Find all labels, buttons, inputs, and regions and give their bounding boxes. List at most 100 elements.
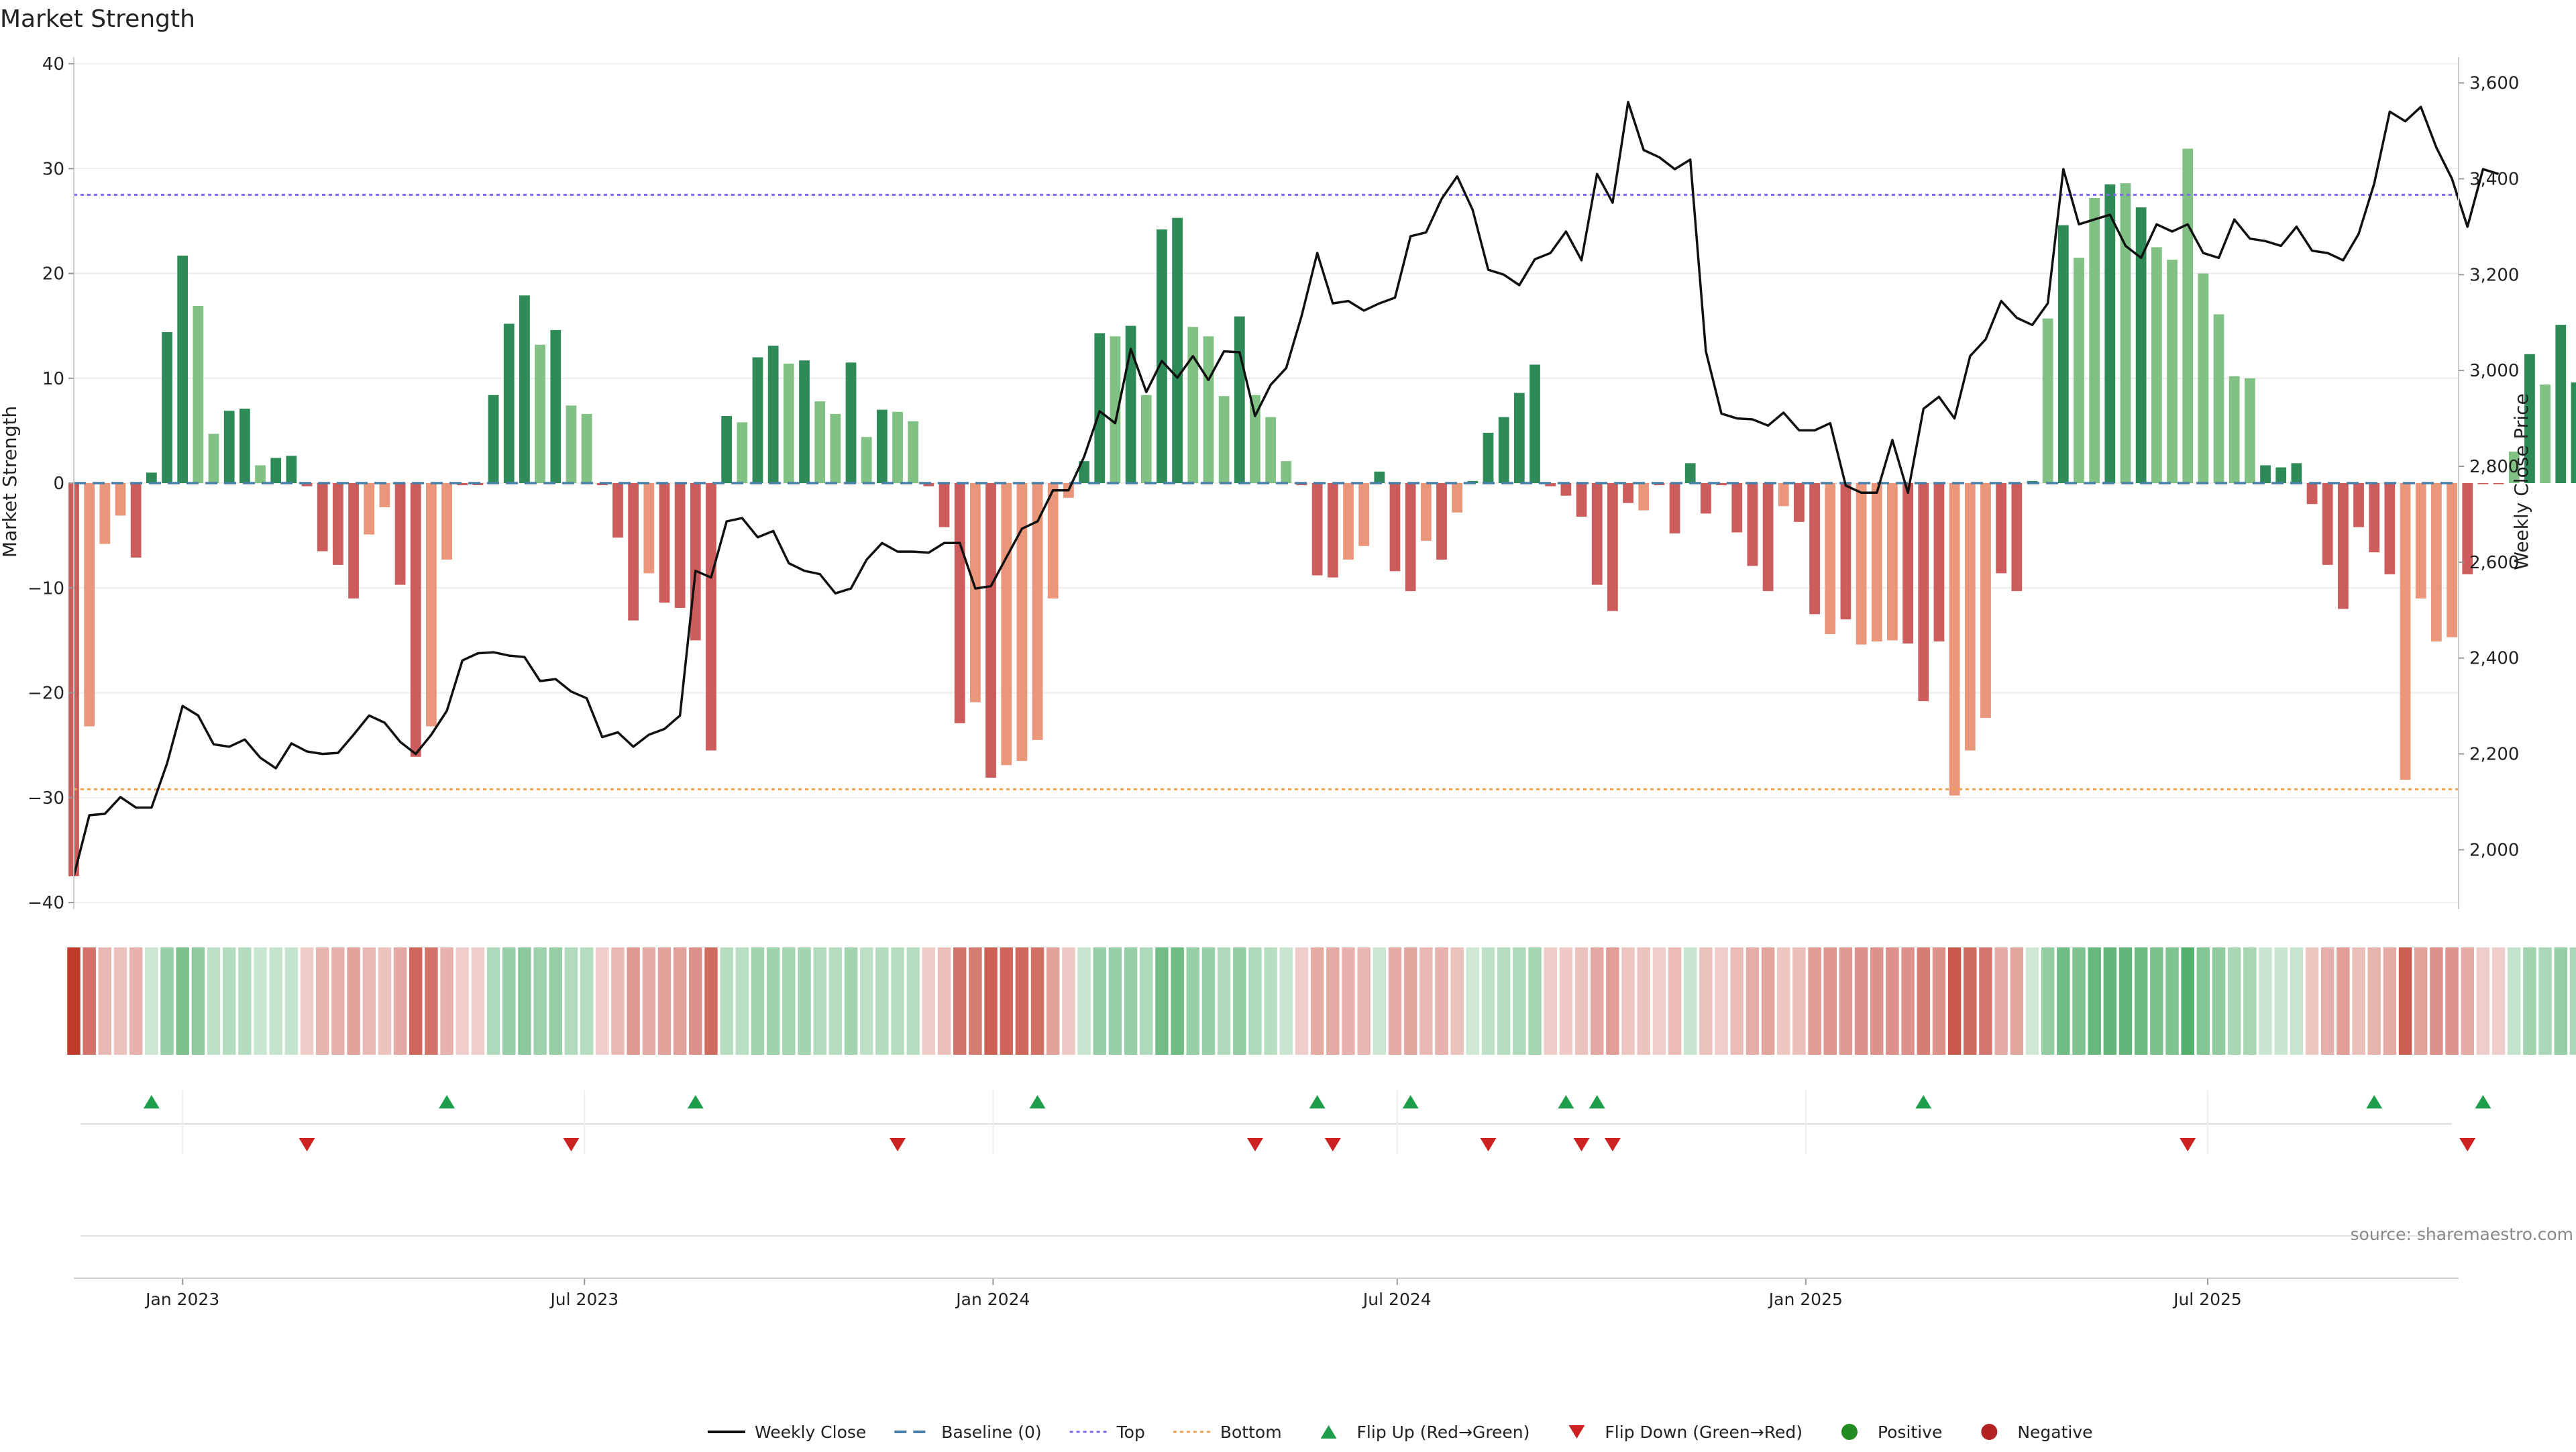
x-tick-label: Jan 2025 [1768, 1290, 1843, 1309]
strength-bar [1591, 483, 1603, 585]
heat-cell [1901, 947, 1915, 1055]
heat-cell [2103, 947, 2117, 1055]
legend-swatch [1841, 1424, 1858, 1440]
strength-bar [177, 255, 189, 483]
heat-cell [331, 947, 345, 1055]
heat-cell [1964, 947, 1977, 1055]
heat-cell [891, 947, 904, 1055]
heat-cell [2430, 947, 2443, 1055]
strength-bar [1623, 483, 1633, 503]
y2-tick-label: 3,200 [2469, 265, 2519, 285]
heat-cell [2150, 947, 2163, 1055]
strength-bar [2042, 318, 2053, 483]
heat-cell [440, 947, 453, 1055]
heat-cell [2383, 947, 2397, 1055]
heat-cell [2461, 947, 2474, 1055]
strength-bar [1343, 483, 1354, 560]
strength-bar [1016, 483, 1028, 762]
heat-cell [284, 947, 299, 1055]
heat-cell [1279, 947, 1293, 1055]
heat-cell [191, 947, 205, 1055]
y-tick-label: 10 [42, 369, 64, 389]
heat-cell [1559, 947, 1573, 1055]
strength-bars [68, 148, 2576, 876]
heat-cell [798, 947, 811, 1055]
heat-cell [2398, 947, 2412, 1055]
heat-cell [1947, 947, 1962, 1055]
flip-down-marker [1480, 1138, 1497, 1151]
strength-bar [1513, 393, 1525, 483]
strength-bar [1902, 483, 1913, 644]
strength-bar [628, 483, 639, 621]
strength-bar [1140, 395, 1152, 483]
heat-cell [1839, 947, 1853, 1055]
heat-cell [2508, 947, 2521, 1055]
strength-bar [2057, 225, 2069, 483]
heat-cell [502, 947, 516, 1055]
strength-bar [239, 409, 250, 483]
x-tick-label: Jan 2023 [144, 1290, 219, 1309]
strength-bar [115, 483, 126, 516]
x-tick-label: Jul 2025 [2172, 1290, 2242, 1309]
heat-cell [471, 947, 485, 1055]
flip-down-marker [1324, 1138, 1341, 1151]
strength-bar [2540, 384, 2551, 483]
strength-bar [1825, 483, 1836, 634]
heat-cell [533, 947, 547, 1055]
y2-tick-label: 2,200 [2469, 745, 2519, 765]
strength-bar [1452, 483, 1463, 513]
strength-bar [130, 483, 142, 558]
strength-bar [783, 363, 794, 483]
heat-cell [2057, 947, 2070, 1055]
heat-cell [580, 947, 594, 1055]
heat-cell [1854, 947, 1868, 1055]
heat-cell [1528, 947, 1542, 1055]
strength-bar [706, 483, 716, 751]
heat-cell [1093, 947, 1106, 1055]
heat-cell [2212, 947, 2226, 1055]
weekly-close-line [72, 101, 2500, 877]
strength-bar [2322, 483, 2333, 565]
legend-item-top: Top [1069, 1422, 1145, 1442]
heat-cell [2414, 947, 2428, 1055]
strength-bar [488, 395, 499, 483]
strength-bar [2306, 483, 2318, 505]
strength-bar [1079, 461, 1089, 483]
strength-bar [2291, 463, 2302, 483]
strength-bar [503, 323, 515, 483]
strength-bar [364, 483, 375, 535]
strength-bar [2384, 483, 2396, 574]
heat-cell [1388, 947, 1402, 1055]
heat-cell [455, 947, 469, 1055]
strength-bar [643, 483, 655, 574]
strength-bar [1840, 483, 1851, 620]
strength-bar [1172, 217, 1183, 483]
heat-cell [2290, 947, 2304, 1055]
strength-bar [84, 483, 95, 727]
heat-cell [1000, 947, 1013, 1055]
y2-tick-label: 3,600 [2469, 74, 2519, 94]
strength-bar [2400, 483, 2411, 780]
strength-bar [208, 433, 219, 483]
strength-bar [923, 483, 934, 486]
x-axis: Jan 2023 Jul 2023 Jan 2024 Jul 2024 Jan 2025… [74, 1090, 2459, 1309]
strength-bar [1716, 483, 1727, 486]
strength-bar [2011, 483, 2023, 591]
heat-cell [1466, 947, 1480, 1055]
y-tick-label: 40 [42, 54, 64, 74]
heat-cell [2476, 947, 2490, 1055]
heat-cell [1201, 947, 1216, 1055]
strength-bar [814, 401, 826, 483]
strength-bar [2198, 273, 2209, 483]
heat-cell [2041, 947, 2055, 1055]
strength-bar [892, 411, 903, 483]
heat-cell [782, 947, 796, 1055]
strength-bar [612, 483, 623, 538]
strength-bar [348, 483, 359, 599]
strength-bar [410, 483, 421, 757]
heat-cell [1886, 947, 1899, 1055]
chart-title: Market Strength [0, 5, 195, 33]
heat-cell [1979, 947, 1992, 1055]
heat-cell [1310, 947, 1324, 1055]
